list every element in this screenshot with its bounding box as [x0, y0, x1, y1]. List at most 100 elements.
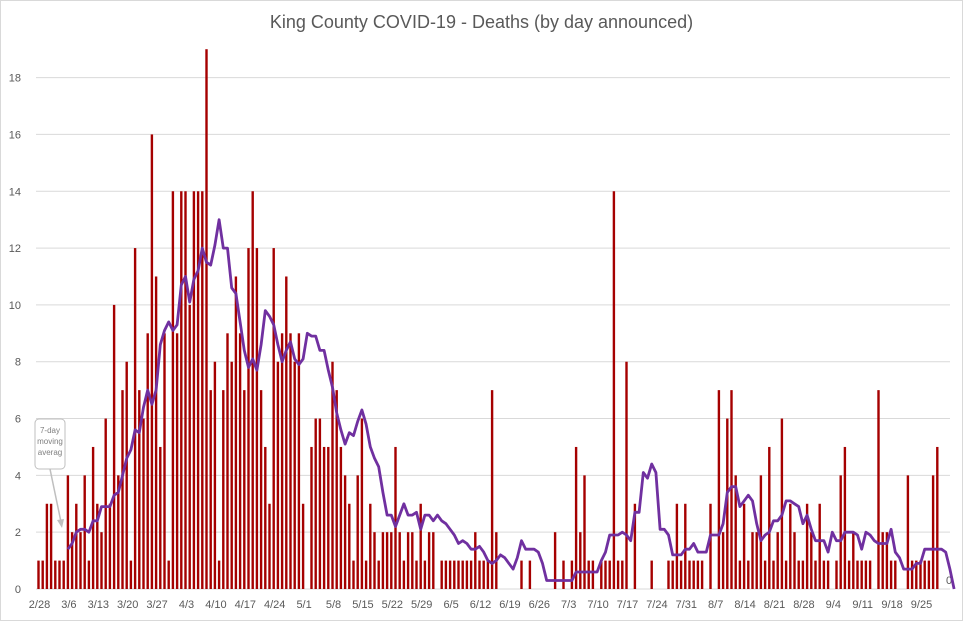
bar [763, 560, 767, 589]
bar [881, 532, 884, 589]
y-tick-label: 8 [15, 357, 21, 369]
bar [427, 532, 431, 589]
x-tick-label: 8/7 [708, 599, 723, 611]
y-axis: 0 2 4 6 8 10 12 14 16 18 [9, 73, 21, 596]
x-tick-label: 5/1 [296, 599, 311, 611]
bar [381, 532, 385, 589]
annotation-arrow-line [49, 468, 62, 523]
bar [83, 475, 86, 589]
x-tick-label: 7/24 [646, 599, 667, 611]
bar [793, 532, 796, 589]
bar [411, 532, 414, 589]
bar [41, 560, 44, 589]
bar [440, 560, 443, 589]
bar [721, 532, 725, 589]
bar [70, 532, 74, 589]
bar [919, 560, 922, 589]
x-tick-label: 3/6 [61, 599, 76, 611]
bar [112, 304, 116, 589]
bar [818, 503, 821, 589]
bar [301, 503, 305, 589]
bar [327, 446, 330, 589]
bar [154, 276, 158, 589]
bar [894, 560, 897, 589]
bar [570, 560, 574, 589]
bar [289, 333, 292, 589]
bar [616, 560, 620, 589]
x-tick-label: 4/10 [205, 599, 226, 611]
bar [579, 532, 582, 589]
bar [54, 560, 57, 589]
bar [478, 560, 481, 589]
bar [318, 418, 322, 589]
bar [877, 390, 880, 589]
bar [461, 560, 464, 589]
bar [213, 361, 217, 589]
bar [465, 560, 469, 589]
bar [385, 532, 389, 589]
bar [45, 503, 49, 589]
bar [104, 418, 107, 589]
bar [293, 361, 296, 589]
bar [369, 503, 372, 589]
bar [222, 390, 225, 589]
bar [348, 503, 351, 589]
x-tick-label: 5/29 [411, 599, 432, 611]
bar [125, 361, 128, 589]
bar [377, 560, 380, 589]
moving-average-series [66, 218, 956, 590]
bar [66, 475, 70, 589]
bar [259, 390, 263, 589]
bar [146, 333, 149, 589]
bar [331, 361, 334, 589]
bar [180, 191, 183, 589]
bar [373, 532, 376, 589]
y-tick-label: 4 [15, 470, 21, 482]
y-tick-label: 18 [9, 73, 21, 85]
bar [684, 503, 687, 589]
x-tick-label: 6/26 [529, 599, 550, 611]
bar [419, 503, 422, 589]
bar [486, 560, 490, 589]
bar [490, 390, 494, 589]
x-tick-label: 9/18 [881, 599, 902, 611]
bar [310, 446, 313, 589]
bar-series: 0 [37, 49, 952, 590]
bar [390, 532, 393, 589]
bar [604, 560, 607, 589]
annotation-arrow-head [57, 519, 64, 528]
bar [633, 503, 637, 589]
bar [188, 304, 191, 589]
end-value-label: 0 [946, 575, 952, 587]
x-tick-label: 6/19 [499, 599, 520, 611]
x-tick-label: 5/22 [382, 599, 403, 611]
bar [734, 475, 737, 589]
bar [856, 560, 859, 589]
bar [747, 560, 750, 589]
bar [679, 560, 683, 589]
bar [696, 560, 700, 589]
bar [62, 560, 65, 589]
bar [205, 49, 208, 589]
x-tick-label: 7/10 [587, 599, 608, 611]
bar [272, 248, 275, 590]
bar [847, 560, 851, 589]
annotation-text: averag [38, 448, 62, 457]
bar [860, 560, 863, 589]
bar [255, 248, 259, 590]
bar [768, 446, 771, 589]
bar [142, 418, 145, 589]
x-tick-label: 7/3 [561, 599, 576, 611]
bar [469, 560, 473, 589]
annotation: 7-day moving averag [34, 418, 66, 528]
bar [314, 418, 317, 589]
bar [843, 446, 847, 589]
bar [159, 446, 162, 589]
bar [201, 191, 204, 589]
bar [612, 191, 616, 589]
bar [717, 390, 721, 589]
y-tick-label: 14 [9, 186, 21, 198]
x-tick-label: 3/13 [88, 599, 109, 611]
bar [37, 560, 40, 589]
